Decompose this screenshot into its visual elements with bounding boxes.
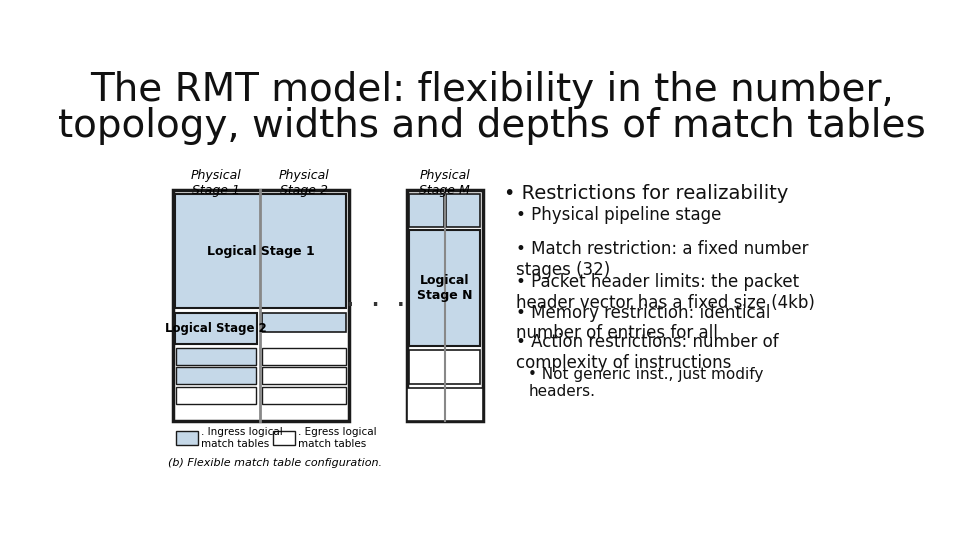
- Bar: [173, 190, 348, 421]
- Text: • Physical pipeline stage: • Physical pipeline stage: [516, 206, 721, 224]
- Text: • Action restrictions: number of
complexity of instructions: • Action restrictions: number of complex…: [516, 333, 779, 372]
- Bar: [175, 194, 347, 308]
- Bar: [409, 194, 444, 226]
- Bar: [262, 348, 347, 365]
- Bar: [409, 350, 480, 384]
- Bar: [176, 367, 256, 384]
- Bar: [176, 387, 256, 403]
- Text: . . .: . . .: [345, 289, 407, 309]
- Text: topology, widths and depths of match tables: topology, widths and depths of match tab…: [59, 107, 925, 145]
- Bar: [445, 194, 480, 226]
- Bar: [262, 367, 347, 384]
- Text: • Not generic inst., just modify
headers.: • Not generic inst., just modify headers…: [528, 367, 764, 399]
- Text: • Packet header limits: the packet
header vector has a fixed size (4kb): • Packet header limits: the packet heade…: [516, 273, 815, 312]
- Text: Physical
Stage M: Physical Stage M: [420, 168, 470, 197]
- Text: • Memory restriction: identical
number of entries for all: • Memory restriction: identical number o…: [516, 303, 771, 342]
- Text: Logical Stage 1: Logical Stage 1: [206, 245, 315, 258]
- Bar: [262, 313, 347, 332]
- Text: The RMT model: flexibility in the number,: The RMT model: flexibility in the number…: [90, 71, 894, 109]
- Bar: [176, 431, 198, 445]
- Text: . Ingress logical
match tables: . Ingress logical match tables: [201, 428, 282, 449]
- Bar: [444, 388, 483, 421]
- Bar: [409, 231, 480, 346]
- Text: Logical
Stage N: Logical Stage N: [417, 274, 472, 302]
- Text: • Restrictions for realizability: • Restrictions for realizability: [504, 184, 788, 203]
- Bar: [407, 190, 483, 421]
- Text: Physical
Stage 1: Physical Stage 1: [191, 168, 242, 197]
- Text: (b) Flexible match table configuration.: (b) Flexible match table configuration.: [168, 457, 382, 468]
- Text: Physical
Stage 2: Physical Stage 2: [278, 168, 329, 197]
- Bar: [407, 388, 444, 421]
- Bar: [262, 387, 347, 403]
- Text: • Match restriction: a fixed number
stages (32): • Match restriction: a fixed number stag…: [516, 240, 808, 279]
- Text: Logical Stage 2: Logical Stage 2: [165, 322, 267, 335]
- Bar: [176, 348, 256, 365]
- Bar: [274, 431, 295, 445]
- Bar: [175, 313, 257, 343]
- Text: . Egress logical
match tables: . Egress logical match tables: [299, 428, 377, 449]
